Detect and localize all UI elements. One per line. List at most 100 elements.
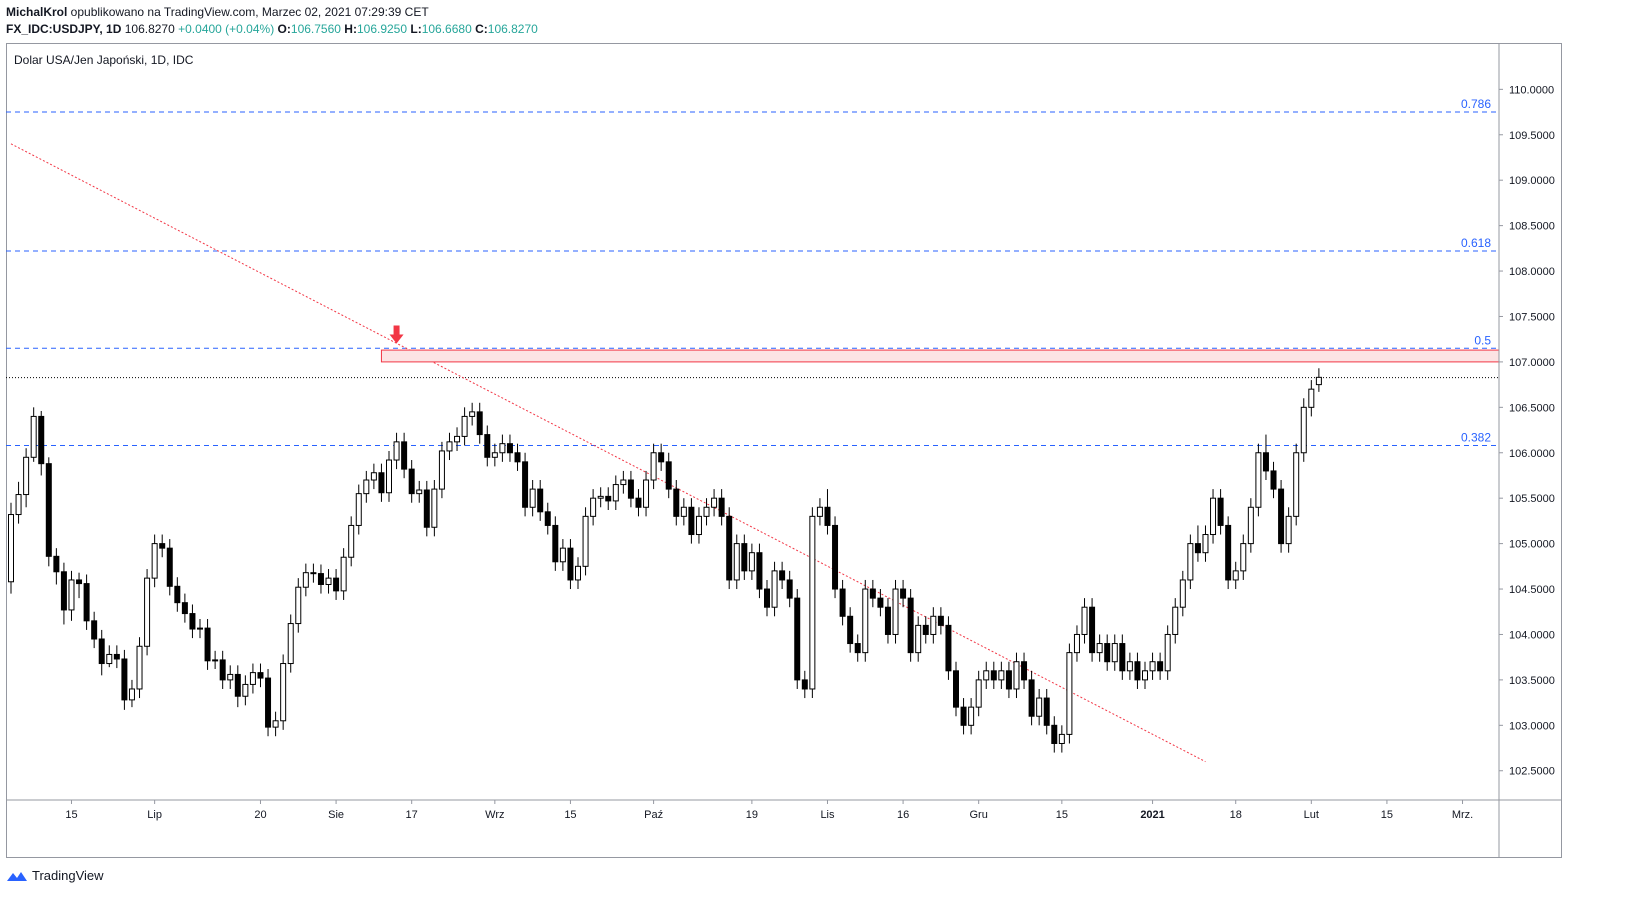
candles-layer <box>8 368 1322 753</box>
candle-body <box>990 670 997 681</box>
candle-body <box>461 415 468 437</box>
candle-body <box>204 627 211 662</box>
x-tick-label: Lip <box>147 809 162 821</box>
candle-body <box>499 443 506 454</box>
logo-text: TradingView <box>32 868 104 883</box>
high-label: H: <box>344 22 357 36</box>
candle-body <box>892 588 899 635</box>
candle-body <box>166 547 173 587</box>
candle-body <box>643 479 650 508</box>
candle-body <box>1247 506 1254 545</box>
x-tick-label: 17 <box>406 809 418 821</box>
candle-body <box>212 659 219 662</box>
candle-body <box>529 488 536 508</box>
candle-body <box>658 452 665 463</box>
candle-body <box>355 493 362 526</box>
ohlc-header: FX_IDC:USDJPY, 1D 106.8270 +0.0400 (+0.0… <box>6 22 538 36</box>
candle-body <box>869 588 876 599</box>
candle-body <box>144 577 151 647</box>
candle-body <box>695 515 702 536</box>
chart-title: Dolar USA/Jen Japoński, 1D, IDC <box>14 53 194 67</box>
candle-body <box>1232 570 1239 581</box>
candle-body <box>234 673 241 697</box>
x-tick-label: Lut <box>1304 809 1319 821</box>
y-axis: 110.0000 109.5000 109.0000 108.5000 108.0000… <box>1498 43 1555 858</box>
price-change: +0.0400 (+0.04%) <box>178 22 275 36</box>
candle-body <box>317 573 324 585</box>
candle-body <box>408 468 415 495</box>
candle-body <box>1262 452 1269 472</box>
candle-body <box>960 706 967 726</box>
x-tick-label: 20 <box>254 809 266 821</box>
candle-body <box>15 494 22 516</box>
candle-body <box>1255 452 1262 508</box>
candle-body <box>673 488 680 517</box>
tradingview-logo[interactable]: TradingView <box>6 868 104 883</box>
candle-body <box>30 415 37 458</box>
candle-body <box>189 613 196 630</box>
candle-body <box>816 506 823 517</box>
candle-body <box>386 459 392 494</box>
x-tick-label: 18 <box>1230 809 1242 821</box>
candle-body <box>257 672 264 679</box>
candle-body <box>522 461 529 508</box>
high-value: 106.9250 <box>356 22 408 36</box>
fib-level-label: 0.382 <box>1461 430 1491 444</box>
candle-body <box>1028 679 1035 717</box>
y-tick-label: 107.5000 <box>1509 311 1555 323</box>
candle-body <box>181 602 188 615</box>
candle-body <box>83 583 90 622</box>
candle-body <box>733 543 740 581</box>
candle-body <box>38 415 45 465</box>
y-tick-label: 104.5000 <box>1509 584 1555 596</box>
candle-body <box>325 577 332 585</box>
candle-body <box>1036 697 1043 717</box>
candle-body <box>1210 497 1217 536</box>
candle-body <box>1194 543 1201 554</box>
y-tick-label: 103.5000 <box>1509 675 1555 687</box>
candlestick-chart[interactable]: 0.786 0.618 0.5 0.382 110.0000 109.5000 109.0… <box>6 43 1562 858</box>
candle-body <box>491 452 498 458</box>
candle-body <box>1149 661 1156 672</box>
candle-body <box>484 434 491 458</box>
candle-body <box>1300 406 1307 454</box>
candle-body <box>582 515 589 567</box>
trendline <box>10 143 1206 763</box>
candle-body <box>454 435 461 443</box>
candle-body <box>340 556 347 592</box>
candle-body <box>1217 497 1224 526</box>
chart-frame[interactable] <box>6 43 1562 858</box>
candle-body <box>900 588 907 599</box>
candle-body <box>378 472 385 494</box>
x-tick-label: 15 <box>1056 809 1068 821</box>
candle-body <box>242 683 249 697</box>
candle-body <box>295 586 302 625</box>
candle-body <box>748 552 755 572</box>
y-tick-label: 109.5000 <box>1509 130 1555 142</box>
x-tick-label: 2021 <box>1140 809 1164 821</box>
candle-body <box>128 688 135 701</box>
candle-body <box>537 488 544 513</box>
y-tick-label: 108.0000 <box>1509 266 1555 278</box>
candle-body <box>302 572 309 588</box>
resistance-zone-layer <box>380 349 1500 363</box>
candle-body <box>839 588 846 617</box>
candle-body <box>265 677 272 728</box>
x-tick-label: 15 <box>564 809 576 821</box>
candle-body <box>1308 388 1315 408</box>
y-tick-label: 106.0000 <box>1509 448 1555 460</box>
close-value: 106.8270 <box>487 22 538 36</box>
candle-body <box>506 443 513 454</box>
candle-body <box>945 624 952 672</box>
candle-body <box>650 452 657 481</box>
candle-body <box>612 484 619 502</box>
candle-body <box>824 506 831 526</box>
candle-body <box>884 606 891 635</box>
candle-body <box>907 597 914 654</box>
candle-body <box>45 463 52 557</box>
candle-body <box>605 495 612 502</box>
candle-body <box>975 679 982 708</box>
candle-body <box>23 456 30 496</box>
candle-body <box>1179 579 1186 608</box>
candle-body <box>726 515 733 581</box>
